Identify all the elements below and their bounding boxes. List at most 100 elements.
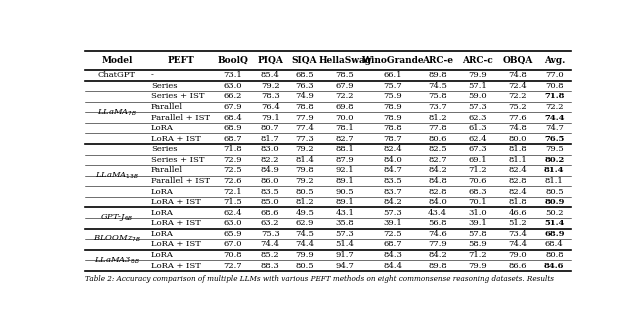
Text: LLaMA$_{13B}$: LLaMA$_{13B}$ [95, 171, 139, 181]
Text: 68.9: 68.9 [223, 124, 242, 132]
Text: 73.1: 73.1 [223, 71, 243, 79]
Text: 71.5: 71.5 [223, 198, 243, 206]
Text: 71.2: 71.2 [468, 166, 487, 175]
Text: 80.6: 80.6 [428, 135, 447, 143]
Text: LoRA: LoRA [151, 187, 173, 196]
Text: 88.3: 88.3 [260, 262, 280, 270]
Text: 89.8: 89.8 [428, 262, 447, 270]
Text: 50.2: 50.2 [545, 209, 564, 217]
Text: 69.8: 69.8 [335, 103, 354, 111]
Text: 70.8: 70.8 [545, 82, 564, 90]
Text: 66.2: 66.2 [224, 92, 242, 100]
Text: 49.5: 49.5 [295, 209, 314, 217]
Text: Series: Series [151, 145, 177, 153]
Text: 82.4: 82.4 [508, 187, 527, 196]
Text: 90.5: 90.5 [335, 187, 354, 196]
Text: 70.8: 70.8 [223, 251, 242, 259]
Text: 68.4: 68.4 [545, 241, 564, 248]
Text: 74.4: 74.4 [295, 241, 314, 248]
Text: 89.8: 89.8 [428, 71, 447, 79]
Text: 80.0: 80.0 [508, 135, 527, 143]
Text: 73.4: 73.4 [508, 230, 527, 238]
Text: 72.5: 72.5 [383, 230, 402, 238]
Text: 82.7: 82.7 [428, 156, 447, 164]
Text: Series + IST: Series + IST [151, 92, 204, 100]
Text: 62.4: 62.4 [223, 209, 242, 217]
Text: 81.4: 81.4 [295, 156, 314, 164]
Text: 84.9: 84.9 [260, 166, 280, 175]
Text: SIQA: SIQA [292, 56, 317, 65]
Text: GPT-J$_{6B}$: GPT-J$_{6B}$ [100, 213, 134, 223]
Text: Avg.: Avg. [543, 56, 565, 65]
Text: LoRA + IST: LoRA + IST [151, 198, 201, 206]
Text: 62.3: 62.3 [468, 114, 487, 122]
Text: -: - [151, 71, 154, 79]
Text: 57.8: 57.8 [468, 230, 487, 238]
Text: 39.1: 39.1 [383, 219, 402, 227]
Text: 76.5: 76.5 [544, 135, 564, 143]
Text: 57.1: 57.1 [468, 82, 487, 90]
Text: 74.4: 74.4 [544, 114, 564, 122]
Text: 79.9: 79.9 [468, 262, 487, 270]
Text: 67.3: 67.3 [468, 145, 487, 153]
Text: LoRA + IST: LoRA + IST [151, 241, 201, 248]
Text: ARC-c: ARC-c [462, 56, 493, 65]
Text: 72.2: 72.2 [545, 103, 564, 111]
Text: 74.4: 74.4 [260, 241, 280, 248]
Text: 78.9: 78.9 [383, 103, 402, 111]
Text: 67.9: 67.9 [223, 103, 242, 111]
Text: 68.3: 68.3 [468, 187, 487, 196]
Text: 82.7: 82.7 [335, 135, 354, 143]
Text: 74.6: 74.6 [428, 230, 447, 238]
Text: 85.2: 85.2 [261, 251, 280, 259]
Text: 51.2: 51.2 [508, 219, 527, 227]
Text: 74.5: 74.5 [295, 230, 314, 238]
Text: 79.2: 79.2 [295, 145, 314, 153]
Text: 72.7: 72.7 [223, 262, 242, 270]
Text: 76.3: 76.3 [295, 82, 314, 90]
Text: BLOOMz$_{7B}$: BLOOMz$_{7B}$ [93, 234, 141, 245]
Text: 69.1: 69.1 [468, 156, 487, 164]
Text: OBQA: OBQA [502, 56, 533, 65]
Text: 92.1: 92.1 [335, 166, 354, 175]
Text: LoRA: LoRA [151, 251, 173, 259]
Text: 78.9: 78.9 [383, 114, 402, 122]
Text: 63.0: 63.0 [223, 82, 242, 90]
Text: 74.7: 74.7 [545, 124, 564, 132]
Text: Series + IST: Series + IST [151, 156, 204, 164]
Text: 81.2: 81.2 [295, 198, 314, 206]
Text: 85.0: 85.0 [261, 198, 280, 206]
Text: 74.5: 74.5 [428, 82, 447, 90]
Text: 79.9: 79.9 [295, 251, 314, 259]
Text: 94.7: 94.7 [335, 262, 354, 270]
Text: 73.7: 73.7 [428, 103, 447, 111]
Text: Parallel: Parallel [151, 103, 183, 111]
Text: LoRA + IST: LoRA + IST [151, 219, 201, 227]
Text: 80.2: 80.2 [544, 156, 564, 164]
Text: 61.3: 61.3 [468, 124, 487, 132]
Text: 79.2: 79.2 [295, 177, 314, 185]
Text: 75.3: 75.3 [260, 230, 280, 238]
Text: 70.1: 70.1 [468, 198, 487, 206]
Text: 84.7: 84.7 [383, 166, 402, 175]
Text: 89.1: 89.1 [335, 177, 354, 185]
Text: Parallel + IST: Parallel + IST [151, 177, 210, 185]
Text: LLaMA$_{7B}$: LLaMA$_{7B}$ [97, 107, 137, 117]
Text: 78.7: 78.7 [383, 135, 402, 143]
Text: Table 2: Accuracy comparison of multiple LLMs with various PEFT methods on eight: Table 2: Accuracy comparison of multiple… [85, 275, 554, 282]
Text: 79.8: 79.8 [295, 166, 314, 175]
Text: 74.8: 74.8 [508, 71, 527, 79]
Text: 68.7: 68.7 [223, 135, 242, 143]
Text: 68.9: 68.9 [544, 230, 564, 238]
Text: 75.7: 75.7 [383, 82, 402, 90]
Text: 62.9: 62.9 [296, 219, 314, 227]
Text: 72.2: 72.2 [508, 92, 527, 100]
Text: HellaSwag: HellaSwag [318, 56, 371, 65]
Text: 77.0: 77.0 [545, 71, 564, 79]
Text: 75.9: 75.9 [383, 92, 402, 100]
Text: 84.0: 84.0 [383, 156, 402, 164]
Text: 79.2: 79.2 [261, 82, 280, 90]
Text: 70.0: 70.0 [335, 114, 354, 122]
Text: 81.8: 81.8 [508, 145, 527, 153]
Text: 67.9: 67.9 [335, 82, 354, 90]
